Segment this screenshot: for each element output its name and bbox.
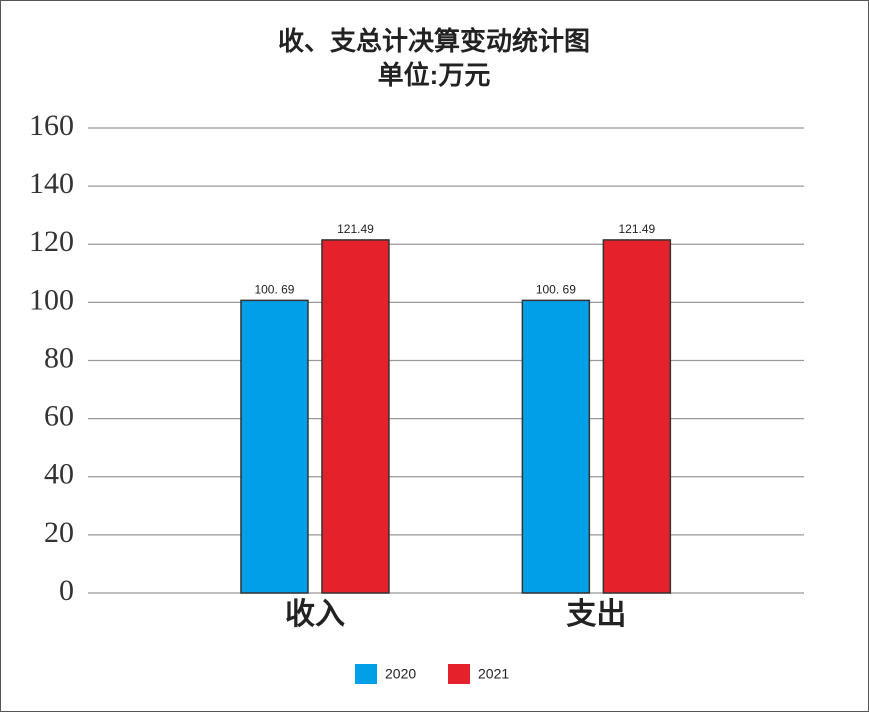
x-tick-label: 支出 <box>566 598 626 631</box>
chart-subtitle: 单位:万元 <box>378 60 491 90</box>
bar <box>321 239 390 594</box>
y-tick-label: 100 <box>29 283 74 316</box>
y-tick-label: 140 <box>29 167 74 200</box>
value-label: 100. 69 <box>536 283 576 297</box>
legend-swatch <box>448 664 470 684</box>
y-tick-label: 40 <box>44 458 74 491</box>
legend-swatch <box>355 664 377 684</box>
y-tick-label: 60 <box>44 400 74 433</box>
y-tick-label: 0 <box>59 574 74 607</box>
y-tick-label: 160 <box>29 109 74 142</box>
legend-label: 2021 <box>478 666 509 682</box>
value-label: 100. 69 <box>254 283 294 297</box>
y-tick-label: 20 <box>44 516 74 549</box>
bar <box>602 239 672 594</box>
x-tick-label: 收入 <box>285 598 345 631</box>
bar <box>521 299 591 594</box>
value-label: 121.49 <box>619 222 656 236</box>
y-tick-label: 80 <box>44 341 74 374</box>
value-label: 121.49 <box>337 222 374 236</box>
y-tick-label: 120 <box>29 225 74 258</box>
legend-label: 2020 <box>385 666 416 682</box>
chart-title: 收、支总计决算变动统计图 <box>278 26 590 56</box>
bar <box>240 299 309 594</box>
